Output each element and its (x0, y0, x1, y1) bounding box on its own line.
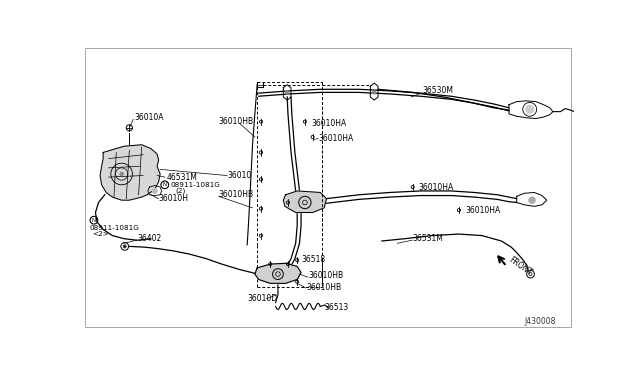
Text: 36010HB: 36010HB (307, 283, 342, 292)
Text: 36530M: 36530M (422, 86, 453, 95)
Circle shape (124, 246, 125, 247)
Text: 36010: 36010 (228, 171, 252, 180)
Text: 36518: 36518 (301, 255, 325, 264)
Polygon shape (255, 263, 301, 283)
Polygon shape (284, 191, 326, 212)
Text: 36531M: 36531M (413, 234, 444, 243)
Polygon shape (100, 145, 160, 200)
Text: 36010HA: 36010HA (419, 183, 454, 192)
Text: 36513: 36513 (324, 304, 348, 312)
Circle shape (526, 106, 534, 113)
Circle shape (285, 91, 289, 94)
Text: <2>: <2> (92, 231, 109, 237)
Circle shape (529, 197, 535, 203)
Text: 36010H: 36010H (159, 194, 189, 203)
Circle shape (372, 91, 376, 94)
Text: N: N (163, 182, 167, 187)
Text: 36010HA: 36010HA (311, 119, 346, 128)
Text: 36010HB: 36010HB (219, 190, 254, 199)
Text: 36010HB: 36010HB (308, 271, 344, 280)
Text: 08911-1081G: 08911-1081G (90, 225, 139, 231)
Text: 36010A: 36010A (134, 113, 163, 122)
Text: 36010HB: 36010HB (219, 117, 254, 126)
Text: 36010HA: 36010HA (465, 206, 500, 215)
Circle shape (120, 173, 123, 176)
Text: N: N (92, 218, 96, 223)
Text: FRONT: FRONT (508, 255, 534, 278)
Text: 08911-1081G: 08911-1081G (170, 182, 220, 188)
Text: (2): (2) (175, 188, 186, 194)
Text: 36402: 36402 (137, 234, 161, 243)
Text: 36010HA: 36010HA (319, 134, 354, 143)
Text: J430008: J430008 (524, 317, 556, 326)
Text: 36010D: 36010D (247, 294, 277, 303)
Text: 46531M: 46531M (166, 173, 197, 182)
Circle shape (152, 189, 157, 193)
